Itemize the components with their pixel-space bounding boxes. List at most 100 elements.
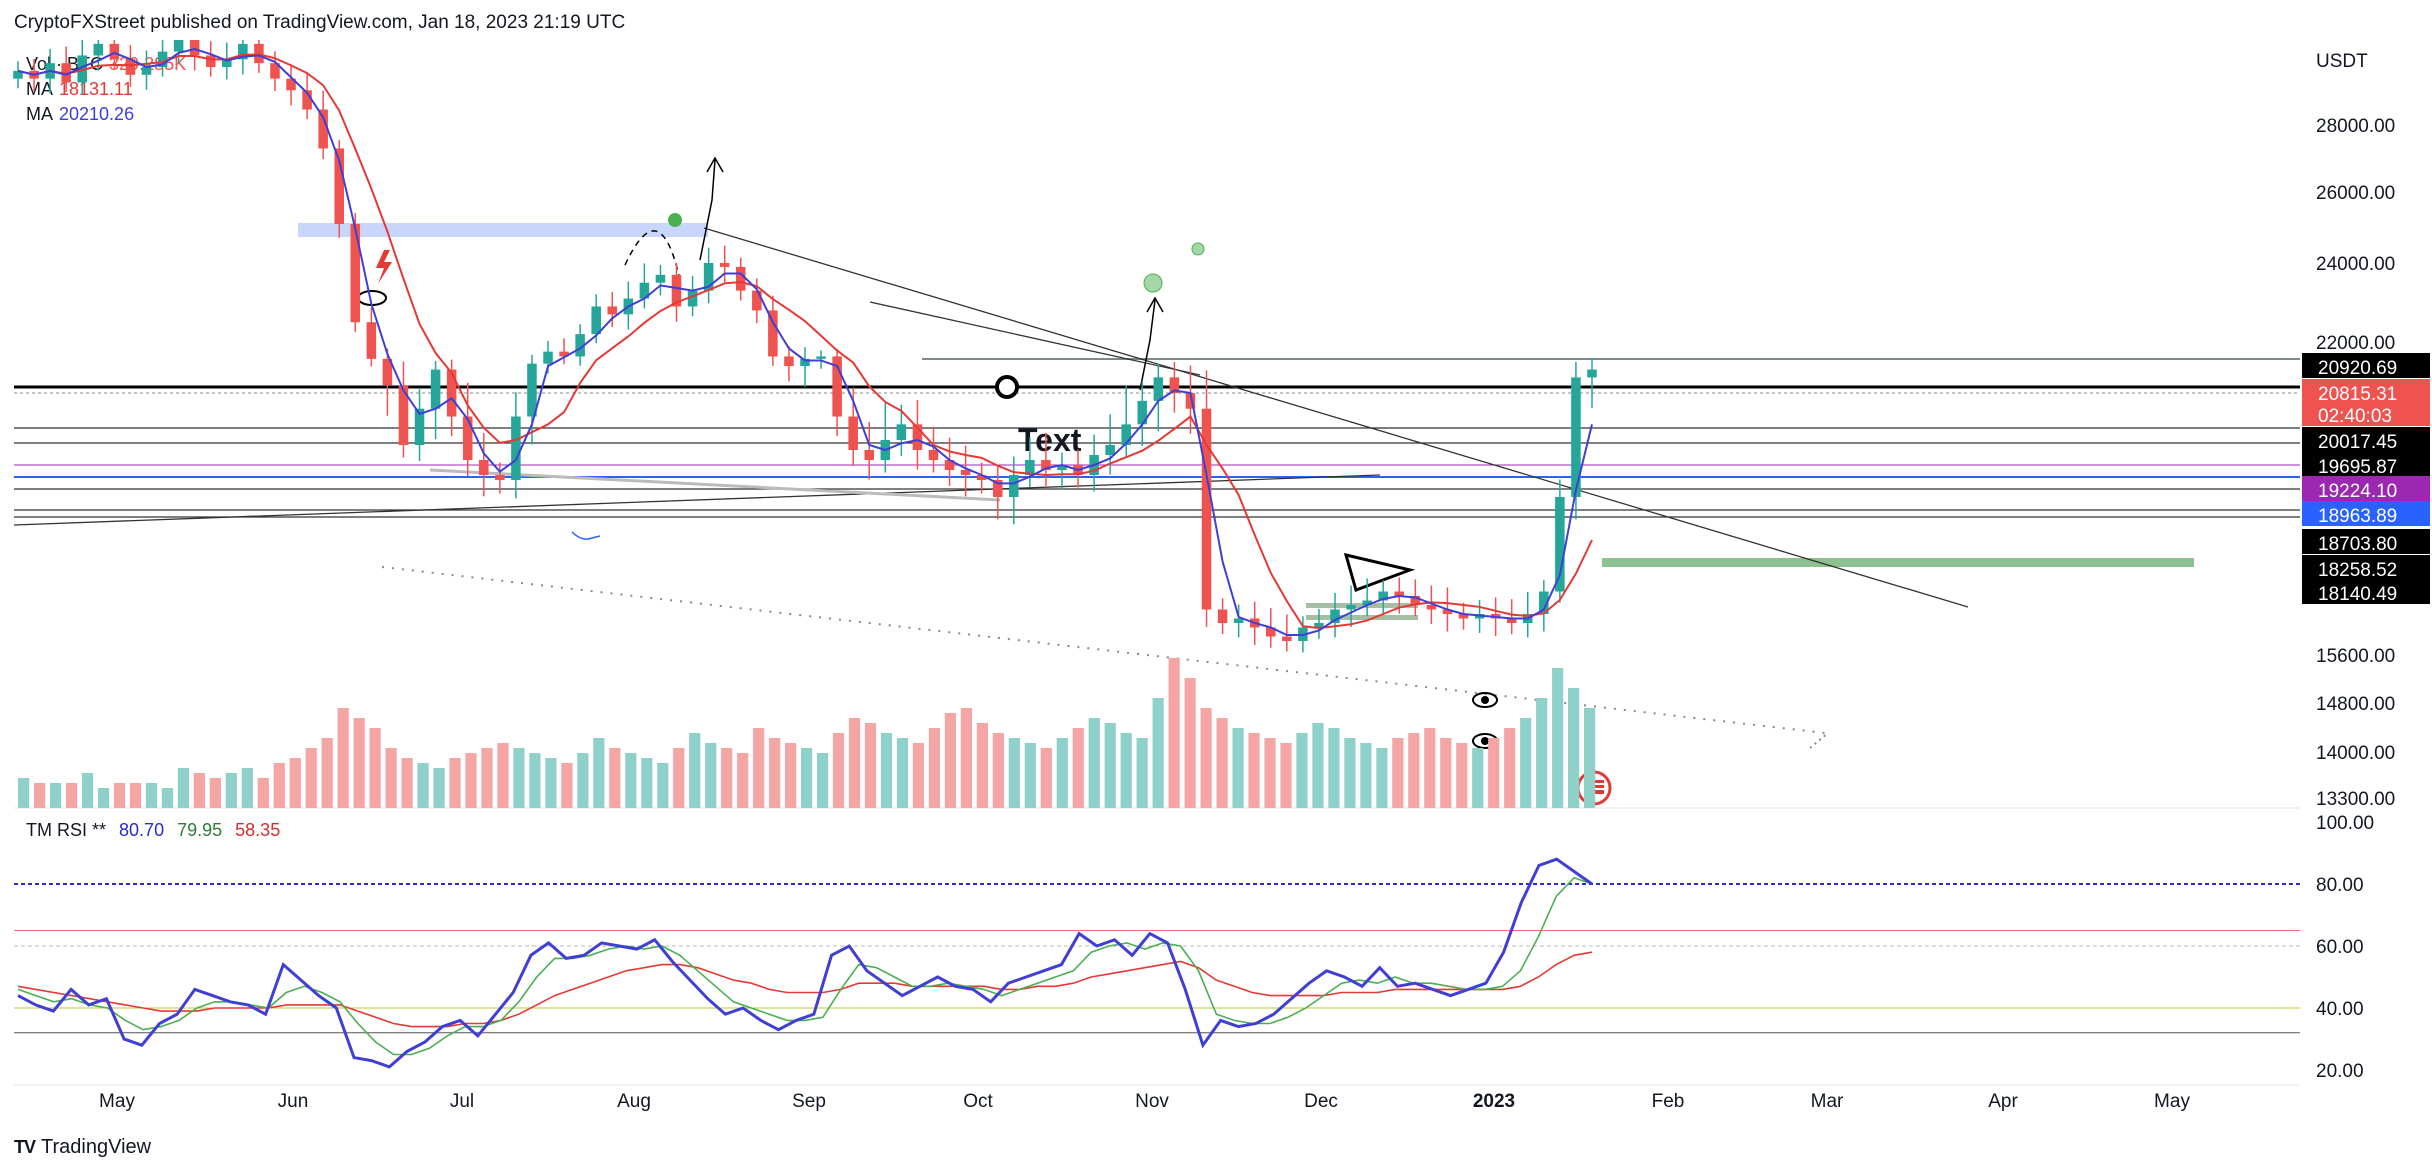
svg-text:18963.89: 18963.89 — [2318, 506, 2397, 527]
footer-brand: TradingView — [41, 1136, 152, 1158]
volume-bar — [193, 773, 205, 808]
time-tick-label: Dec — [1304, 1091, 1338, 1112]
candle-body — [1442, 609, 1453, 614]
price-badge: 20017.45 — [2302, 427, 2430, 453]
candle-body — [1137, 400, 1148, 425]
candle-body — [912, 424, 923, 450]
candle-body — [1330, 609, 1340, 623]
candle-body — [1057, 465, 1067, 470]
volume-bar — [769, 738, 781, 808]
volume-bar — [641, 758, 653, 808]
svg-text:20920.69: 20920.69 — [2318, 358, 2397, 379]
candle-body — [479, 460, 489, 475]
volume-bar — [753, 728, 765, 808]
rsi-signal-line — [17, 876, 1593, 1056]
volume-bar — [465, 753, 477, 808]
candle-body — [1346, 605, 1356, 610]
candle-body — [1185, 393, 1196, 409]
candle-body — [398, 385, 409, 445]
volume-bar — [1536, 698, 1548, 808]
price-axis[interactable]: 28000.00 26000.00 24000.00 22000.00 15600.00… — [2316, 116, 2395, 810]
text-annotation[interactable]: Text — [1018, 422, 1082, 458]
price-badge: 19695.87 — [2302, 452, 2430, 478]
volume-bar — [657, 763, 669, 808]
volume-bar — [1232, 728, 1244, 808]
volume-bar — [593, 738, 605, 808]
rsi-axis[interactable]: 100.00 80.00 60.00 40.00 20.00 — [2316, 813, 2374, 1082]
candle-body — [944, 460, 955, 470]
legend-ma-fast[interactable]: MA 20210.26 — [26, 102, 192, 127]
eye-icon[interactable] — [1472, 692, 1498, 708]
volume-bar — [65, 783, 78, 808]
candle-body — [1410, 596, 1421, 605]
volume-bar — [401, 758, 413, 808]
price-tick-label: 22000.00 — [2316, 333, 2395, 354]
candle-body — [109, 43, 120, 60]
candle-body — [1282, 636, 1292, 641]
volume-bar — [1376, 748, 1388, 808]
price-unit-label: USDT — [2316, 51, 2368, 72]
volume-bar — [209, 778, 221, 808]
candle-body — [1201, 408, 1212, 610]
projection-arrow-head — [1146, 296, 1164, 313]
volume-bar — [1168, 658, 1180, 808]
price-badge: 02:40:03 — [2302, 401, 2430, 427]
volume-bar — [33, 783, 46, 808]
candle-body — [350, 223, 361, 323]
price-tick-label: 13300.00 — [2316, 789, 2395, 810]
volume-bar — [369, 728, 381, 808]
drawings[interactable]: Text — [13, 156, 2194, 806]
candle-body — [1378, 591, 1388, 601]
candle-body — [896, 424, 907, 440]
volume-bar — [1328, 728, 1340, 808]
candle-body — [848, 416, 858, 450]
triangle-pattern — [1343, 552, 1416, 592]
price-badge: 18140.49 — [2302, 579, 2430, 605]
time-axis[interactable]: May Jun Jul Aug Sep Oct Nov Dec 2023 Feb Mar Apr May — [99, 1091, 2190, 1112]
svg-text:20815.31: 20815.31 — [2318, 384, 2397, 405]
candle-body — [864, 450, 875, 460]
time-tick-label: Mar — [1811, 1091, 1844, 1112]
volume-bar — [1248, 733, 1260, 808]
volume-bar — [785, 743, 797, 808]
candle-body — [157, 51, 168, 68]
volume-bar — [1184, 678, 1196, 808]
volume-bar — [625, 753, 637, 808]
candle-body — [1362, 600, 1372, 605]
candle-body — [1025, 460, 1035, 475]
candle-body — [495, 475, 505, 480]
blue-squiggle-icon — [571, 531, 601, 540]
volume-bar — [1424, 728, 1436, 808]
volume-bar — [145, 783, 158, 808]
volume-bar — [177, 768, 189, 808]
volume-bar — [257, 778, 269, 808]
candle-body — [1394, 591, 1405, 596]
candle-body — [703, 263, 714, 291]
candle-body — [1571, 377, 1581, 497]
volume-bar — [577, 753, 589, 808]
svg-text:18703.80: 18703.80 — [2318, 534, 2397, 555]
volume-bar — [1120, 733, 1132, 808]
volume-bar — [129, 783, 142, 808]
rsi-pane — [14, 857, 2300, 1069]
volume-bars — [18, 658, 1596, 808]
svg-text:18140.49: 18140.49 — [2318, 584, 2397, 605]
candle-body — [1314, 623, 1324, 628]
volume-bar — [545, 758, 557, 808]
rsi-legend[interactable]: TM RSI ** 80.70 79.95 58.35 — [26, 820, 288, 841]
green-dot-marker — [668, 213, 682, 227]
time-tick-label: Feb — [1652, 1091, 1685, 1112]
price-badge: 18963.89 — [2302, 501, 2430, 527]
time-tick-label: Nov — [1135, 1091, 1169, 1112]
svg-text:18258.52: 18258.52 — [2318, 560, 2397, 581]
volume-bar — [529, 753, 541, 808]
volume-bar — [49, 783, 62, 808]
candle-body — [1105, 445, 1115, 455]
volume-bar — [1056, 738, 1068, 808]
candle-body — [671, 274, 682, 307]
legend-ma-slow[interactable]: MA 18131.11 — [26, 77, 192, 102]
price-tick-label: 28000.00 — [2316, 116, 2395, 137]
candle-body — [607, 306, 618, 315]
